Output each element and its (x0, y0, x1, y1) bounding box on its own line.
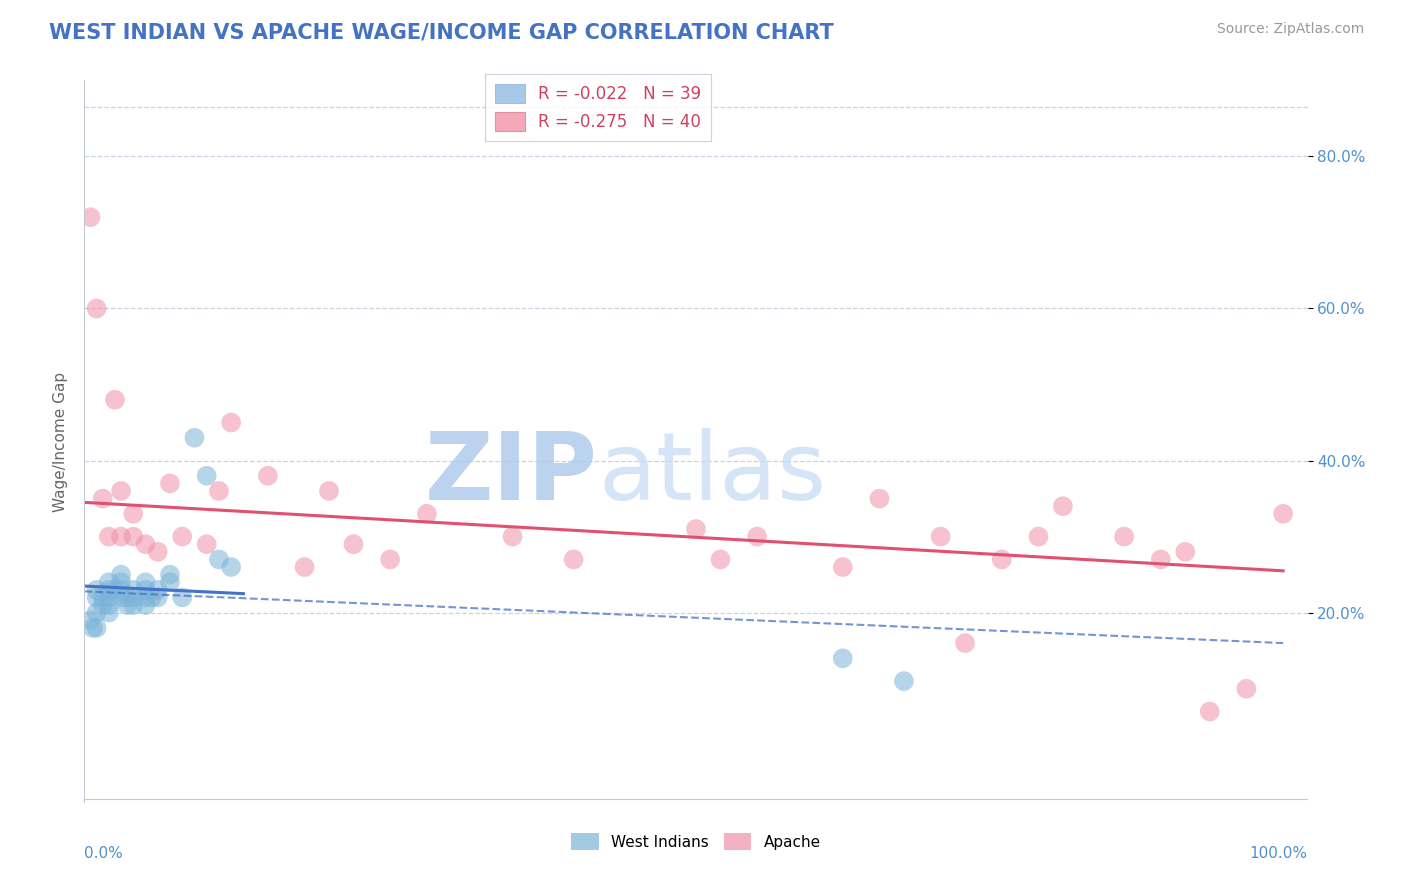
Point (86, 582, 108, 597)
Point (953, 636, 976, 650)
Point (146, 591, 169, 605)
Point (97, 582, 120, 597)
Point (79, 613, 101, 627)
Point (91, 491, 114, 506)
Point (831, 651, 853, 665)
Point (208, 552, 231, 566)
Point (831, 560, 853, 574)
Point (135, 598, 157, 612)
Point (104, 582, 127, 597)
Point (1198, 705, 1220, 719)
Point (122, 530, 145, 544)
Point (91, 591, 114, 605)
Point (1236, 681, 1258, 696)
Point (104, 392, 127, 407)
Text: ZIP: ZIP (425, 428, 598, 520)
Point (219, 416, 242, 430)
Point (747, 530, 769, 544)
Point (97, 530, 120, 544)
Point (893, 674, 915, 689)
Point (110, 567, 132, 582)
Point (110, 591, 132, 605)
Point (122, 598, 145, 612)
Point (1028, 530, 1050, 544)
Point (1174, 545, 1197, 559)
Point (1052, 499, 1074, 513)
Text: WEST INDIAN VS APACHE WAGE/INCOME GAP CORRELATION CHART: WEST INDIAN VS APACHE WAGE/INCOME GAP CO… (49, 22, 834, 42)
Y-axis label: Wage/Income Gap: Wage/Income Gap (52, 371, 67, 512)
Point (869, 491, 891, 506)
Point (172, 530, 194, 544)
Point (122, 582, 145, 597)
Point (195, 537, 218, 551)
Point (82, 621, 104, 635)
Point (159, 567, 181, 582)
Point (1150, 552, 1173, 566)
Point (1272, 507, 1295, 521)
Point (97, 591, 120, 605)
Point (122, 507, 145, 521)
Point (91, 598, 114, 612)
Point (97, 575, 120, 590)
Point (86, 621, 108, 635)
Text: 0.0%: 0.0% (84, 847, 124, 861)
Point (97, 598, 120, 612)
Legend: West Indians, Apache: West Indians, Apache (565, 827, 827, 856)
Point (991, 552, 1014, 566)
Point (97, 606, 120, 620)
Point (110, 575, 132, 590)
Point (115, 598, 138, 612)
Point (380, 552, 402, 566)
Point (146, 582, 169, 597)
Point (219, 560, 242, 574)
Point (195, 468, 218, 483)
Point (122, 591, 145, 605)
Point (502, 530, 524, 544)
Point (110, 530, 132, 544)
Point (562, 552, 585, 566)
Point (146, 545, 169, 559)
Point (685, 522, 707, 536)
Point (257, 468, 280, 483)
Point (709, 552, 731, 566)
Point (172, 591, 194, 605)
Point (135, 575, 157, 590)
Point (115, 591, 138, 605)
Point (79, 210, 101, 224)
Point (159, 476, 181, 491)
Point (342, 537, 364, 551)
Point (86, 301, 108, 316)
Point (929, 530, 952, 544)
Point (86, 591, 108, 605)
Text: Source: ZipAtlas.com: Source: ZipAtlas.com (1216, 22, 1364, 37)
Point (294, 560, 316, 574)
Point (141, 591, 163, 605)
Text: 100.0%: 100.0% (1250, 847, 1308, 861)
Point (86, 606, 108, 620)
Point (135, 591, 157, 605)
Point (318, 483, 340, 498)
Point (135, 582, 157, 597)
Point (183, 431, 205, 445)
Point (159, 575, 181, 590)
Point (208, 483, 231, 498)
Point (110, 582, 132, 597)
Point (1114, 530, 1136, 544)
Point (135, 537, 157, 551)
Point (416, 507, 439, 521)
Text: atlas: atlas (598, 428, 827, 520)
Point (110, 483, 132, 498)
